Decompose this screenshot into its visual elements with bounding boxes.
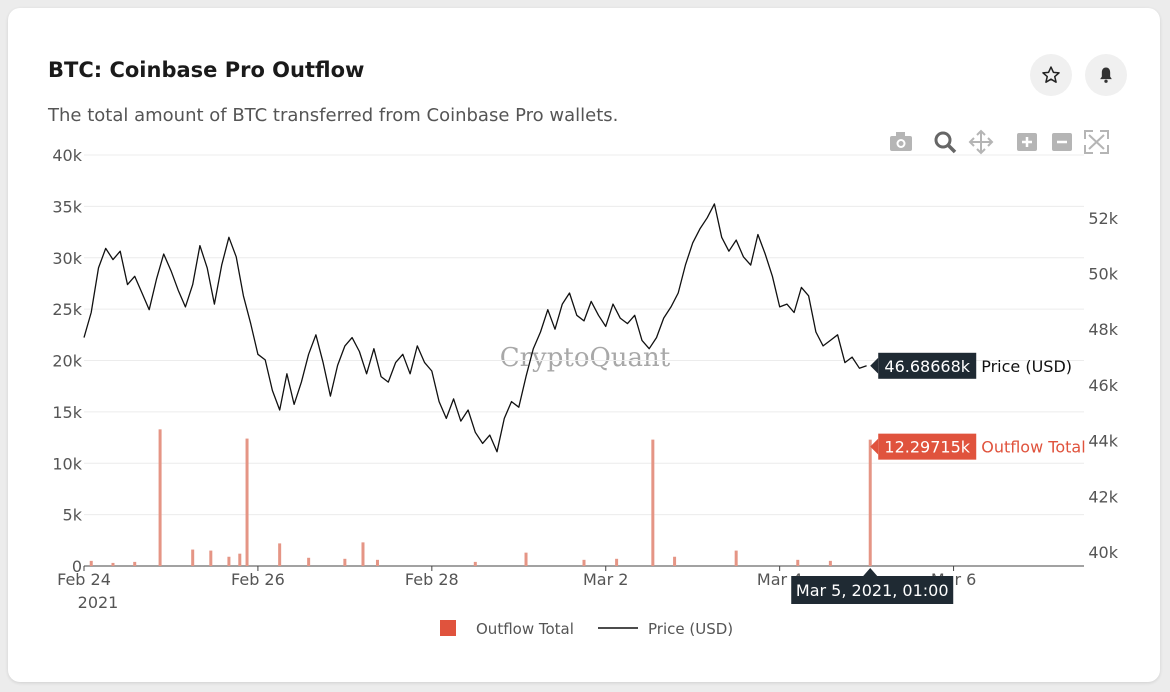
- y-left-tick-label: 10k: [52, 454, 82, 473]
- outflow-tooltip-series: Outflow Total: [981, 438, 1085, 457]
- bell-icon: [1100, 67, 1112, 83]
- outflow-bar: [828, 560, 832, 566]
- y-left-tick-label: 0: [72, 557, 82, 576]
- favorite-button[interactable]: [1030, 54, 1072, 96]
- outflow-bars: [89, 429, 872, 566]
- alert-button[interactable]: [1085, 54, 1127, 96]
- zoom-out-icon[interactable]: [1052, 133, 1072, 151]
- outflow-bar: [868, 439, 872, 566]
- y-left-tick-label: 15k: [52, 403, 82, 422]
- price-series-line: [83, 203, 867, 453]
- date-tooltip-label: Mar 5, 2021, 01:00: [796, 581, 949, 600]
- outflow-bar: [343, 558, 347, 566]
- outflow-bar: [227, 556, 231, 566]
- price-tooltip-value: 46.68668k: [884, 357, 970, 376]
- chart-title: BTC: Coinbase Pro Outflow: [48, 58, 365, 82]
- chart-subtitle: The total amount of BTC transferred from…: [48, 105, 619, 126]
- outflow-bar: [615, 558, 619, 566]
- outflow-bar: [796, 559, 800, 566]
- pan-icon[interactable]: [968, 129, 994, 155]
- camera-icon[interactable]: [890, 132, 912, 151]
- outflow-bar: [734, 550, 738, 566]
- date-tooltip: Mar 5, 2021, 01:00: [791, 568, 954, 604]
- outflow-bar: [89, 560, 93, 566]
- y-left-tick-label: 5k: [63, 506, 83, 525]
- chart-toolbar: [890, 129, 1109, 155]
- outflow-bar: [582, 559, 586, 566]
- y-right-tick-label: 44k: [1088, 432, 1118, 451]
- watermark: CryptoQuant: [500, 343, 671, 373]
- chart-card: BTC: Coinbase Pro Outflow The total amou…: [8, 8, 1160, 682]
- x-tick-label: Mar 4: [757, 570, 802, 589]
- y-left-tick-label: 20k: [52, 352, 82, 371]
- outflow-bar: [158, 429, 162, 566]
- y-right-tick-label: 52k: [1088, 209, 1118, 228]
- x-tick-label: Feb 24: [57, 570, 111, 589]
- outflow-bar: [524, 552, 528, 566]
- outflow-bar: [651, 439, 655, 566]
- legend-item-outflow[interactable]: Outflow Total: [440, 620, 574, 638]
- outflow-bar: [473, 561, 477, 566]
- date-tooltip-box: [791, 576, 954, 604]
- x-year-label: 2021: [78, 593, 119, 612]
- y-left-tick-label: 40k: [52, 146, 82, 165]
- outflow-bar: [673, 556, 677, 566]
- price-tooltip: 46.68668k Price (USD): [870, 352, 1072, 379]
- outflow-bar: [111, 562, 115, 566]
- outflow-bar: [191, 549, 195, 566]
- outflow-bar: [278, 543, 282, 566]
- price-tooltip-box: [878, 352, 977, 379]
- legend-item-price[interactable]: Price (USD): [598, 620, 733, 638]
- y-left-tick-label: 35k: [52, 197, 82, 216]
- x-tick-label: Feb 26: [231, 570, 285, 589]
- price-line: [83, 203, 867, 453]
- y-right-tick-label: 46k: [1088, 376, 1118, 395]
- outflow-bar: [245, 438, 249, 566]
- x-tick-label: Mar 2: [583, 570, 628, 589]
- y-right-tick-label: 48k: [1088, 320, 1118, 339]
- legend: Outflow Total Price (USD): [440, 620, 733, 638]
- outflow-bar: [238, 553, 242, 566]
- price-tooltip-series: Price (USD): [981, 357, 1072, 376]
- outflow-bar: [209, 550, 213, 566]
- y-left-tick-label: 30k: [52, 249, 82, 268]
- autoscale-icon[interactable]: [1084, 130, 1109, 154]
- x-tick-label: Feb 28: [405, 570, 459, 589]
- zoom-in-icon[interactable]: [1017, 133, 1037, 151]
- outflow-tooltip: 12.29715k Outflow Total: [870, 433, 1086, 460]
- star-icon: [1042, 66, 1060, 83]
- outflow-bar: [375, 559, 379, 566]
- outflow-bar: [307, 557, 311, 566]
- legend-label-price: Price (USD): [648, 620, 733, 638]
- hover-tooltips: 46.68668k Price (USD) 12.29715k Outflow Tot…: [791, 352, 1086, 604]
- zoom-icon[interactable]: [934, 131, 957, 154]
- y-left-tick-label: 25k: [52, 300, 82, 319]
- y-right-tick-label: 42k: [1088, 487, 1118, 506]
- legend-swatch-outflow: [440, 620, 456, 636]
- axes: 0 5k 10k 15k 20k 25k 30k 35k 40k 40k 42k 44k 46k 48k 5…: [52, 146, 1118, 612]
- outflow-bar: [133, 561, 137, 566]
- outflow-tooltip-value: 12.29715k: [884, 438, 970, 457]
- y-right-tick-label: 50k: [1088, 265, 1118, 284]
- outflow-tooltip-box: [878, 433, 977, 460]
- legend-label-outflow: Outflow Total: [476, 620, 574, 638]
- outflow-bar: [361, 542, 365, 566]
- y-right-tick-label: 40k: [1088, 543, 1118, 562]
